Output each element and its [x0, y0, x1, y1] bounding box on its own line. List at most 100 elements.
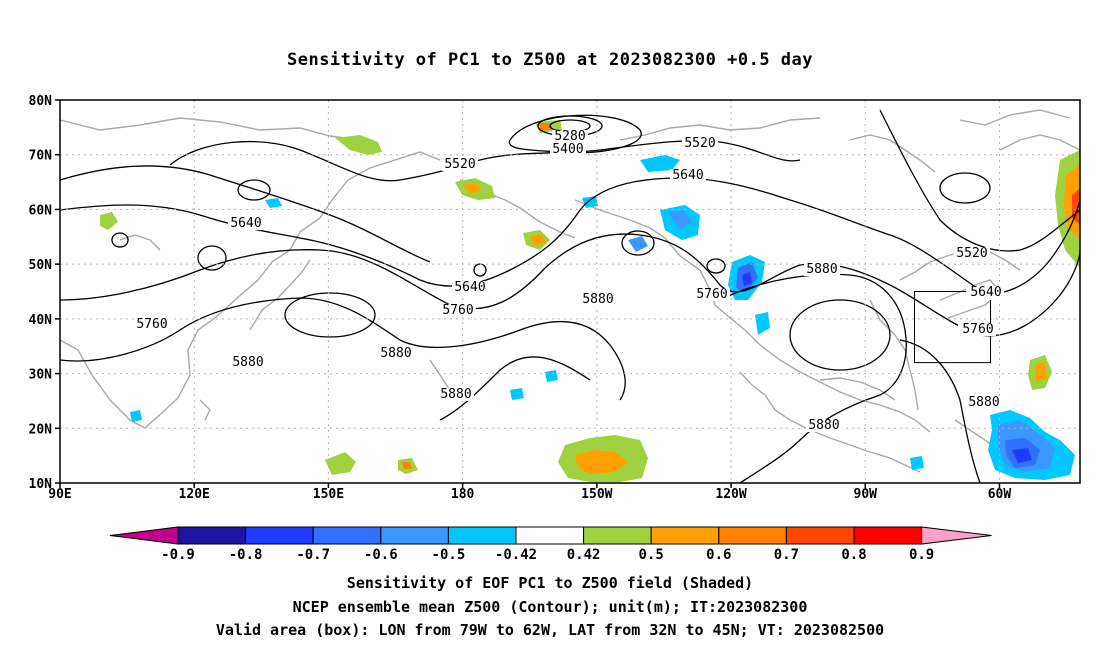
shade-patch [463, 183, 482, 194]
colorbar-swatch [853, 526, 923, 545]
contour-label: 5880 [232, 355, 263, 370]
colorbar-swatch [718, 526, 787, 545]
contour-label: 5880 [968, 395, 999, 410]
shade-patch [540, 123, 552, 130]
lat-label: 30N [29, 368, 53, 383]
contour-label-bg [806, 419, 842, 432]
shade-patch [1012, 448, 1032, 463]
contour-high-pacific [284, 292, 376, 338]
contour-5520-west [169, 140, 801, 182]
contour-5400 [508, 114, 642, 154]
contour-high-atlantic [789, 299, 891, 371]
colorbar-swatch [583, 526, 652, 545]
contour-label-bg [694, 288, 730, 301]
colorbar-label: 0.9 [909, 547, 934, 563]
shade-patch [530, 235, 546, 245]
lat-label: 20N [29, 422, 53, 437]
lon-label: 120E [179, 487, 210, 502]
contour-label: 5520 [444, 157, 475, 172]
contour-label-bg [230, 356, 266, 369]
contour-label: 5880 [380, 346, 411, 361]
shade-patch [510, 388, 524, 400]
colorbar-label: -0.6 [364, 547, 398, 563]
contour-label: 5760 [696, 287, 727, 302]
colorbar-label: 0.42 [567, 547, 601, 563]
contour-label: 5400 [552, 142, 583, 157]
shade-patch [402, 462, 412, 469]
contour-5880-a [60, 297, 626, 401]
contour-label: 5760 [442, 303, 473, 318]
shade-patch [265, 198, 282, 208]
contour-5520-east [879, 109, 1080, 252]
contour-label-bg [804, 263, 840, 276]
colorbar-swatch [245, 526, 314, 545]
contour-low-a [237, 179, 271, 201]
contour-low-c [111, 232, 129, 248]
contour-label-bg [960, 323, 996, 336]
shade-patch [545, 370, 558, 382]
shade-patch [755, 312, 770, 335]
colorbar-label: -0.8 [229, 547, 263, 563]
colorbar-swatch [380, 526, 449, 545]
contour-label-bg [442, 158, 478, 171]
caption-valid-area: Valid area (box): LON from 79W to 62W, L… [215, 621, 885, 639]
lon-axis: 90E 120E 150E 180 150W 120W 90W 60W [48, 483, 1011, 502]
map-frame [59, 99, 1081, 484]
contour-label: 5520 [684, 136, 715, 151]
lon-label: 90E [48, 487, 71, 502]
shade-patch [100, 212, 118, 230]
contour-label: 5880 [582, 292, 613, 307]
lat-label: 10N [29, 477, 53, 492]
colorbar-label: 0.7 [774, 547, 799, 563]
colorbar: -0.9 -0.8 -0.7 -0.6 -0.5 -0.42 0.42 0.5 0.6 0.7 0.… [109, 526, 992, 563]
contour-label: 5880 [808, 418, 839, 433]
contour-label: 5760 [136, 317, 167, 332]
shade-patch [640, 155, 680, 172]
contour-label: 5640 [672, 168, 703, 183]
shade-patch [582, 196, 598, 208]
contour-5640-b [60, 165, 431, 263]
lon-label: 180 [451, 487, 475, 502]
shade-patch [1072, 188, 1080, 225]
contour-label-bg [954, 247, 990, 260]
contour-label-bg [378, 347, 414, 360]
contour-low-g [706, 258, 726, 274]
colorbar-swatch [785, 526, 855, 545]
contour-label-bg [670, 169, 706, 182]
shade-patch [742, 272, 752, 286]
lat-label: 80N [29, 94, 53, 109]
colorbar-label: -0.7 [296, 547, 330, 563]
lat-label: 50N [29, 258, 53, 273]
caption-shading: Sensitivity of EOF PC1 to Z500 field (Sh… [346, 574, 754, 592]
chart-title: Sensitivity of PC1 to Z500 at 2023082300… [286, 50, 813, 70]
shade-patch [1035, 362, 1047, 382]
contour-low-b [197, 245, 227, 271]
contour-label: 5880 [440, 387, 471, 402]
shade-patch [335, 135, 382, 155]
contour-label-bg [228, 217, 264, 230]
contour-label: 5640 [970, 285, 1001, 300]
colorbar-label: 0.8 [841, 547, 866, 563]
colorbar-label: 0.6 [706, 547, 731, 563]
contour-low-d [621, 230, 655, 256]
contour-label: 5760 [962, 322, 993, 337]
contour-label-bg [966, 396, 1002, 409]
lat-label: 40N [29, 313, 53, 328]
colorbar-label: -0.42 [495, 547, 537, 563]
contour-label-bg [134, 318, 170, 331]
contour-label-bg [550, 143, 586, 156]
sensitivity-shading [100, 120, 1080, 482]
shade-patch [325, 452, 356, 475]
colorbar-label: 0.5 [639, 547, 664, 563]
caption-contour: NCEP ensemble mean Z500 (Contour); unit(… [292, 598, 808, 616]
contour-label: 5880 [806, 262, 837, 277]
contour-label: 5280 [554, 129, 585, 144]
shade-patch [910, 456, 924, 470]
lat-label: 60N [29, 203, 53, 218]
colorbar-label: -0.5 [432, 547, 466, 563]
lat-label: 70N [29, 149, 53, 164]
contour-label-bg [552, 130, 588, 143]
lon-label: 120W [715, 487, 746, 502]
lon-label: 90W [854, 487, 878, 502]
